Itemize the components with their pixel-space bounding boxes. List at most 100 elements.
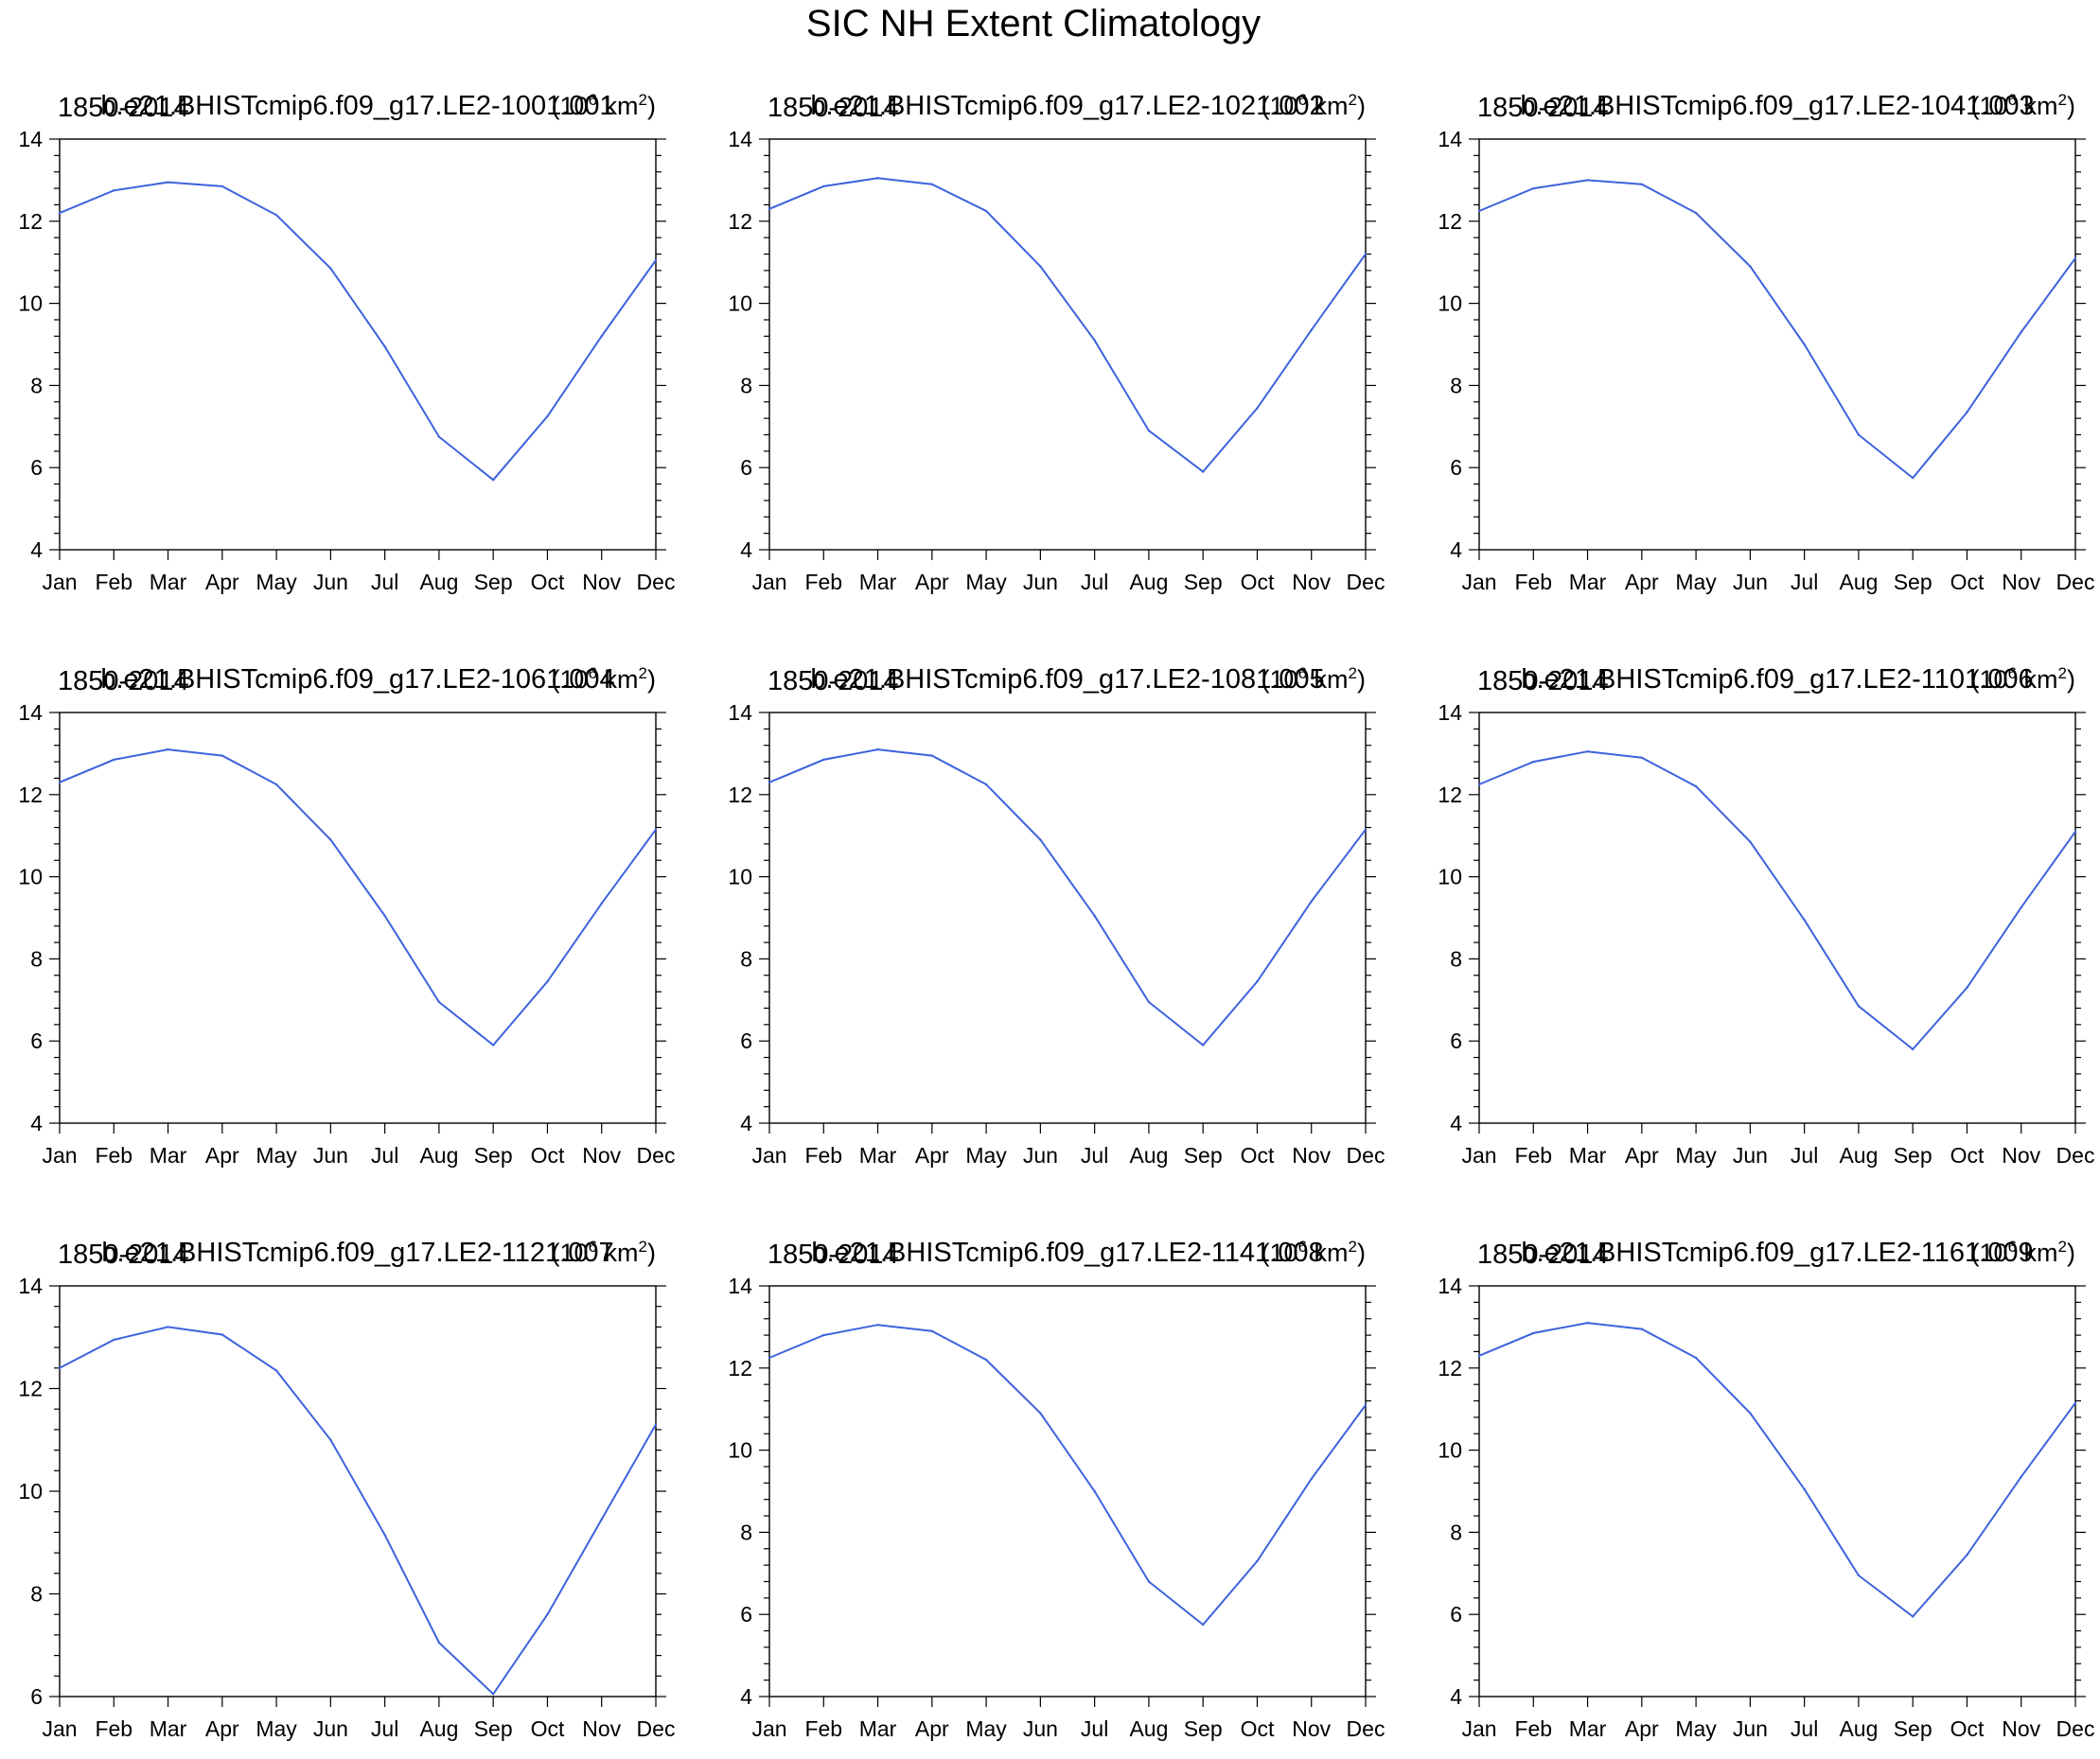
y-tick-label: 10 bbox=[1438, 1438, 1462, 1463]
data-point bbox=[167, 1326, 169, 1328]
data-point bbox=[1256, 407, 1259, 410]
data-point bbox=[167, 181, 169, 184]
x-tick-label: Jul bbox=[1791, 570, 1818, 594]
x-tick-label: Feb bbox=[1514, 1143, 1552, 1168]
chart-panel-6: 1850-2014b.e21.BHISTcmip6.f09_g17.LE2-11… bbox=[1438, 664, 2094, 1168]
y-tick-label: 12 bbox=[1438, 783, 1462, 807]
y-tick-label: 4 bbox=[740, 1684, 752, 1709]
data-point bbox=[1310, 1477, 1313, 1481]
data-point bbox=[1477, 209, 1481, 213]
data-point bbox=[1477, 783, 1481, 786]
data-point bbox=[491, 479, 495, 482]
x-tick-label: Feb bbox=[95, 1716, 132, 1741]
data-point bbox=[383, 1533, 386, 1537]
panel-case-title: b.e21.BHISTcmip6.f09_g17.LE2-1121.007 bbox=[101, 1238, 613, 1268]
panel-units-label: (106 km2) bbox=[1971, 91, 2075, 120]
y-tick-label: 10 bbox=[1438, 291, 1462, 316]
x-tick-label: Oct bbox=[531, 570, 565, 594]
x-tick-label: Aug bbox=[419, 1143, 458, 1168]
x-tick-label: Jul bbox=[371, 1143, 398, 1168]
data-point bbox=[1857, 1574, 1861, 1577]
y-tick-label: 14 bbox=[18, 127, 43, 151]
data-point bbox=[58, 1366, 62, 1370]
y-tick-label: 12 bbox=[1438, 209, 1462, 234]
data-point bbox=[1310, 900, 1313, 903]
data-point bbox=[1640, 756, 1644, 759]
x-tick-label: Aug bbox=[419, 570, 458, 594]
plot-frame bbox=[59, 138, 657, 551]
x-tick-label: May bbox=[256, 570, 297, 594]
data-point bbox=[822, 185, 825, 188]
y-tick-label: 4 bbox=[1450, 1111, 1462, 1135]
y-tick-label: 4 bbox=[30, 537, 43, 562]
data-point bbox=[1640, 1328, 1644, 1330]
x-tick-label: Feb bbox=[1514, 1716, 1552, 1741]
y-tick-label: 6 bbox=[740, 1602, 752, 1627]
panel-period-label: 1850-2014 bbox=[768, 1240, 899, 1270]
data-point bbox=[274, 214, 278, 217]
x-tick-label: Jul bbox=[1081, 570, 1108, 594]
x-tick-label: Feb bbox=[95, 1143, 132, 1168]
x-tick-label: May bbox=[1675, 1143, 1717, 1168]
data-point bbox=[1532, 760, 1535, 764]
y-tick-label: 14 bbox=[728, 127, 752, 151]
x-tick-label: Dec bbox=[1347, 1143, 1385, 1168]
plot-frame bbox=[1478, 1285, 2076, 1697]
data-point bbox=[1586, 1321, 1589, 1325]
data-point bbox=[546, 980, 549, 983]
y-tick-label: 10 bbox=[18, 1479, 43, 1504]
data-point bbox=[1256, 1559, 1259, 1562]
data-point bbox=[1911, 476, 1915, 480]
y-tick-label: 14 bbox=[728, 700, 752, 725]
panel-case-title: b.e21.BHISTcmip6.f09_g17.LE2-1141.008 bbox=[811, 1238, 1323, 1268]
series-line bbox=[1478, 1322, 2076, 1618]
x-tick-label: Nov bbox=[1292, 1143, 1331, 1168]
y-tick-label: 8 bbox=[740, 1520, 752, 1544]
data-point bbox=[984, 783, 988, 786]
y-tick-label: 14 bbox=[18, 700, 43, 725]
panel-period-label: 1850-2014 bbox=[768, 666, 899, 696]
data-point bbox=[2074, 1401, 2077, 1404]
chart-panel-9: 1850-2014b.e21.BHISTcmip6.f09_g17.LE2-11… bbox=[1438, 1238, 2094, 1741]
data-point bbox=[1477, 1354, 1481, 1357]
series-line bbox=[768, 177, 1367, 473]
x-tick-label: Oct bbox=[531, 1143, 565, 1168]
x-tick-label: Mar bbox=[859, 1716, 897, 1741]
x-tick-label: May bbox=[1675, 570, 1717, 594]
x-tick-label: Oct bbox=[531, 1716, 565, 1741]
data-point bbox=[1694, 1356, 1698, 1360]
x-tick-label: Jan bbox=[42, 570, 77, 594]
x-tick-label: Apr bbox=[205, 1143, 239, 1168]
x-tick-label: Sep bbox=[1894, 570, 1932, 594]
data-point bbox=[329, 1438, 332, 1441]
panel-units-label: (106 km2) bbox=[552, 1238, 656, 1267]
plot-frame bbox=[768, 138, 1367, 551]
panel-units-label: (106 km2) bbox=[552, 664, 656, 694]
y-tick-label: 12 bbox=[18, 209, 43, 234]
data-point bbox=[654, 1423, 658, 1426]
data-point bbox=[274, 1369, 278, 1372]
y-tick-label: 4 bbox=[30, 1111, 43, 1135]
data-point bbox=[221, 185, 224, 188]
panel-units-label: (106 km2) bbox=[1262, 664, 1366, 694]
x-tick-label: Feb bbox=[804, 1143, 842, 1168]
x-tick-label: Mar bbox=[859, 570, 897, 594]
x-tick-label: Mar bbox=[150, 1143, 187, 1168]
x-tick-label: Dec bbox=[2056, 1716, 2095, 1741]
data-point bbox=[1857, 433, 1861, 436]
x-tick-label: Jun bbox=[1733, 1716, 1768, 1741]
data-point bbox=[1364, 253, 1368, 255]
y-tick-label: 6 bbox=[30, 1029, 43, 1053]
x-tick-label: Oct bbox=[1241, 1143, 1275, 1168]
chart-panel-4: 1850-2014b.e21.BHISTcmip6.f09_g17.LE2-10… bbox=[18, 664, 675, 1168]
data-point bbox=[1749, 840, 1752, 843]
y-tick-label: 12 bbox=[728, 1356, 752, 1381]
data-point bbox=[167, 748, 169, 751]
panel-period-label: 1850-2014 bbox=[1477, 1240, 1609, 1270]
x-tick-label: Jan bbox=[1461, 1143, 1496, 1168]
x-tick-label: Sep bbox=[1184, 1143, 1223, 1168]
series-line bbox=[59, 1326, 657, 1696]
data-point bbox=[1966, 986, 1968, 989]
y-tick-label: 14 bbox=[1438, 1274, 1462, 1298]
data-point bbox=[2020, 330, 2022, 334]
